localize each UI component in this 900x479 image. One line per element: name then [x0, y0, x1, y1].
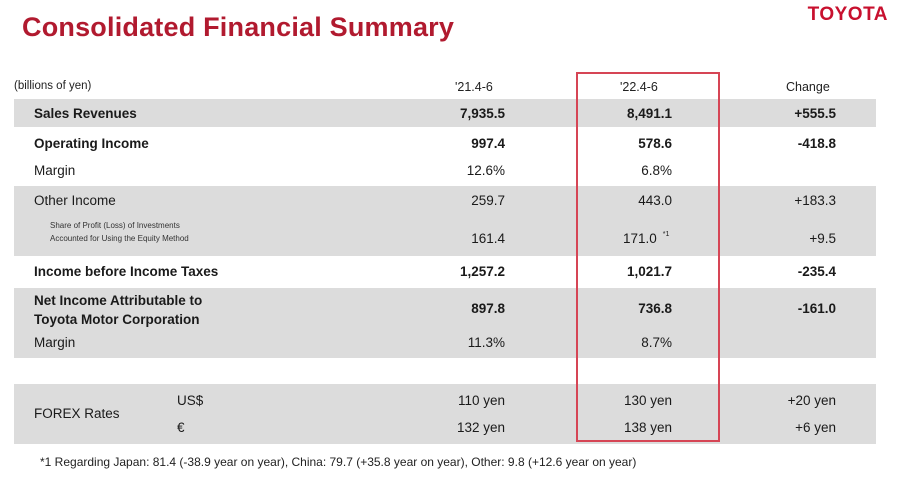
row-label: Sales Revenues — [34, 106, 137, 121]
row-label: Income before Income Taxes — [34, 264, 219, 279]
row-label: Other Income — [34, 193, 116, 208]
value-2021: 12.6% — [466, 163, 505, 178]
value-2022: 8,491.1 — [626, 106, 672, 121]
usd-value-2022: 130 yen — [623, 393, 672, 408]
toyota-logo: TOYOTA — [807, 4, 888, 25]
footnote: *1 Regarding Japan: 81.4 (-38.9 year on … — [40, 455, 637, 469]
row-label-line: Toyota Motor Corporation — [34, 312, 200, 327]
value-2022: 443.0 — [638, 193, 672, 208]
currency-usd: US$ — [177, 393, 204, 408]
currency-eur: € — [177, 420, 185, 435]
value-2021: 997.4 — [471, 136, 505, 151]
value-2021: 161.4 — [471, 231, 505, 246]
column-header-2022: '22.4-6 — [620, 80, 658, 94]
page-title: Consolidated Financial Summary — [22, 12, 455, 42]
value-change: +183.3 — [794, 193, 836, 208]
eur-value-2022: 138 yen — [623, 420, 672, 435]
value-2021: 7,935.5 — [459, 106, 505, 121]
row-label: Margin — [34, 335, 76, 350]
column-header-2021: '21.4-6 — [455, 80, 493, 94]
value-2022-group: 171.0 *1 — [623, 231, 669, 246]
value-change: +555.5 — [794, 106, 836, 121]
value-2022: 6.8% — [641, 163, 672, 178]
forex-label: FOREX Rates — [34, 406, 120, 421]
value-change: +9.5 — [809, 231, 836, 246]
row-band-sales — [14, 99, 876, 127]
row-band-net-income — [14, 288, 876, 358]
value-2022: 736.8 — [638, 301, 672, 316]
row-label: Net Income Attributable to Toyota Motor … — [34, 291, 202, 329]
row-label-line: Net Income Attributable to — [34, 293, 203, 308]
value-change: -161.0 — [797, 301, 836, 316]
row-label: Share of Profit (Loss) of Investments Ac… — [50, 219, 189, 245]
value-2022: 8.7% — [641, 335, 672, 350]
unit-label: (billions of yen) — [14, 80, 92, 92]
value-2022: 578.6 — [638, 136, 672, 151]
footnote-marker: *1 — [662, 231, 670, 238]
row-label-line: Share of Profit (Loss) of Investments — [50, 221, 180, 230]
value-2022: 1,021.7 — [626, 264, 672, 279]
value-2021: 11.3% — [467, 335, 505, 350]
row-band-forex — [14, 384, 876, 444]
usd-value-change: +20 yen — [787, 393, 836, 408]
row-label: Operating Income — [34, 136, 149, 151]
row-label: Margin — [34, 163, 76, 178]
eur-value-2021: 132 yen — [456, 420, 505, 435]
row-label-line: Accounted for Using the Equity Method — [50, 234, 189, 243]
value-2021: 259.7 — [471, 193, 505, 208]
column-header-change: Change — [786, 80, 830, 94]
value-change: -235.4 — [797, 264, 836, 279]
value-2021: 1,257.2 — [459, 264, 505, 279]
usd-value-2021: 110 yen — [457, 393, 505, 408]
value-change: -418.8 — [797, 136, 836, 151]
row-band-other-income — [14, 186, 876, 256]
eur-value-change: +6 yen — [795, 420, 836, 435]
value-2022: 171.0 — [623, 231, 657, 246]
value-2021: 897.8 — [471, 301, 505, 316]
